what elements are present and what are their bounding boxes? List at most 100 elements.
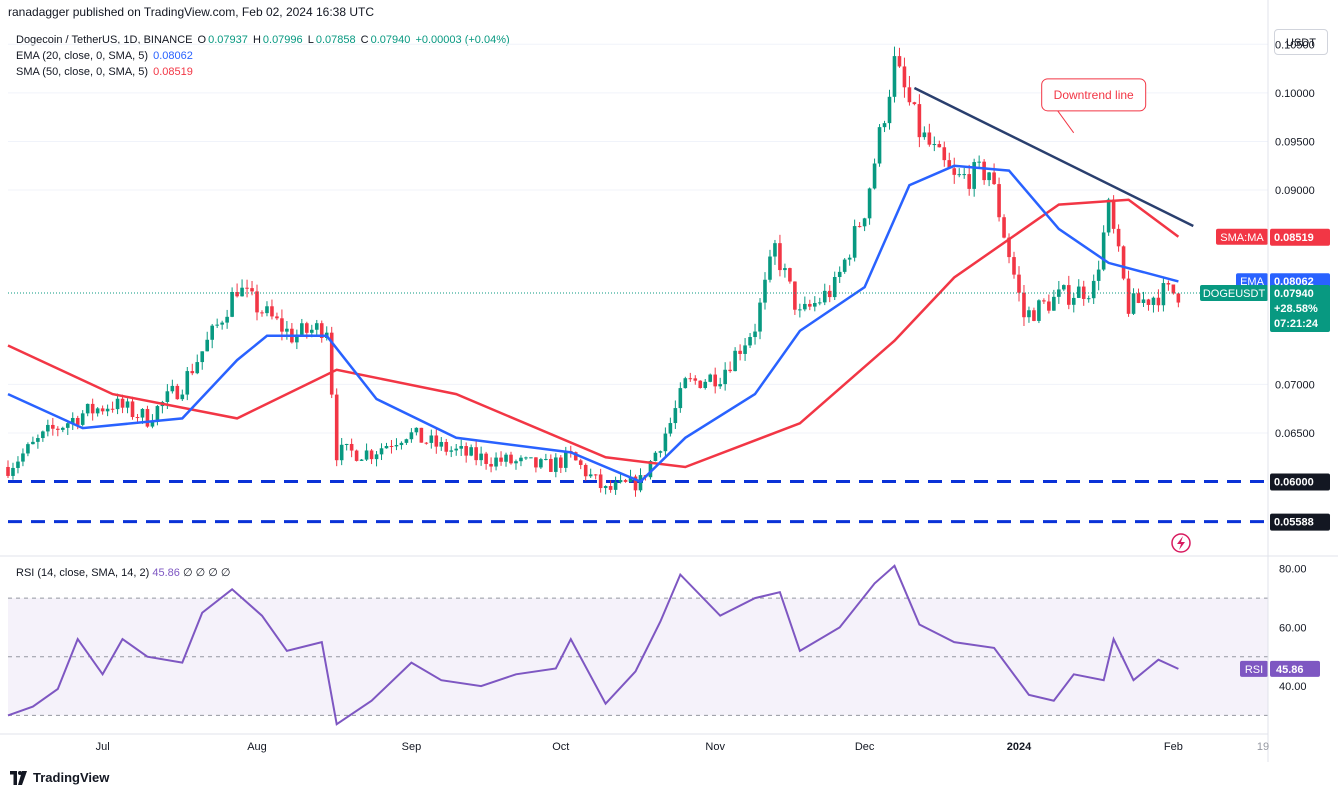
time-tick-label: 19 <box>1257 741 1269 753</box>
candle-body <box>812 303 817 307</box>
candle-body <box>618 480 623 483</box>
last-price-badge-text: 0.07940 <box>1274 288 1314 300</box>
support-level-badge-bg <box>1270 473 1330 491</box>
rsi-legend-suffix: ∅ ∅ ∅ ∅ <box>182 567 231 579</box>
candle-body <box>524 457 528 459</box>
candle-body <box>1096 269 1101 281</box>
candle-body <box>1032 310 1036 321</box>
candle-body <box>334 394 339 461</box>
currency-button[interactable]: USDT <box>1274 29 1328 55</box>
candle-body <box>329 332 334 395</box>
time-tick-label: Sep <box>402 741 422 753</box>
annotation-text: Downtrend line <box>1054 88 1134 102</box>
footer-brand[interactable]: TradingView <box>8 770 109 785</box>
candle-body <box>484 453 488 464</box>
candle-body <box>1076 286 1081 298</box>
candle-body <box>822 290 827 303</box>
rsi-legend[interactable]: RSI (14, close, SMA, 14, 2) 45.86 ∅ ∅ ∅ … <box>16 566 230 579</box>
candle-body <box>748 337 752 346</box>
candle-body <box>1131 293 1136 314</box>
candle-body <box>603 486 608 489</box>
candle-body <box>932 144 937 146</box>
candle-body <box>1121 246 1126 279</box>
candle-body <box>688 378 693 380</box>
candle-body <box>90 403 95 414</box>
candle-body <box>1101 232 1106 270</box>
lightning-icon[interactable] <box>1171 533 1191 553</box>
price-legend: Dogecoin / TetherUS, 1D, BINANCE O 0.0793… <box>16 32 512 80</box>
candle-body <box>982 161 986 181</box>
candle-body <box>1136 293 1141 303</box>
candle-body <box>16 461 20 468</box>
candle-body <box>175 385 180 400</box>
support-level-badge-text: 0.05588 <box>1274 517 1314 529</box>
candle-body <box>1156 297 1161 306</box>
candle-body <box>798 309 802 311</box>
candle-body <box>31 441 35 445</box>
candle-body <box>743 345 747 354</box>
candle-body <box>479 453 483 461</box>
candle-body <box>165 391 170 402</box>
time-axis[interactable]: Jul Aug Sep Oct Nov Dec 2024 Feb 19 <box>96 741 1270 753</box>
candle-body <box>255 291 259 313</box>
annotation-box <box>1041 78 1147 112</box>
candle-body <box>1012 257 1016 275</box>
downtrend-line[interactable] <box>913 86 1194 228</box>
time-tick-label: Jul <box>96 741 110 753</box>
candle-body <box>1042 300 1046 302</box>
candle-body <box>110 408 115 410</box>
rsi-band <box>8 598 1268 716</box>
sma-tag-bg <box>1216 228 1268 245</box>
candle-body <box>444 441 449 452</box>
rsi-axis[interactable]: 80.00 60.00 40.00 RSI 45.86 <box>1240 564 1320 693</box>
last-price-badge-bg <box>1270 285 1330 333</box>
candle-body <box>195 362 200 374</box>
time-tick-label: Oct <box>552 741 569 753</box>
candle-body <box>135 417 140 419</box>
candle-body <box>808 303 812 307</box>
candle-body <box>21 453 25 462</box>
ohlc-low: 0.07858 <box>315 34 356 46</box>
published-caption: ranadagger published on TradingView.com,… <box>8 5 375 19</box>
candle-body <box>1141 299 1146 303</box>
candle-body <box>319 323 324 338</box>
candle-body <box>344 443 349 445</box>
candle-body <box>1081 286 1086 299</box>
time-tick-label: 2024 <box>1007 741 1032 753</box>
candle-body <box>46 424 50 432</box>
rsi-tag-text: RSI <box>1245 664 1263 676</box>
candle-body <box>977 161 981 163</box>
candle-body <box>937 144 942 148</box>
candle-body <box>80 413 85 425</box>
price-axis[interactable]: 0.10500 0.10000 0.09500 0.09000 0.07000 0.065… <box>1275 39 1315 440</box>
symbol-title[interactable]: Dogecoin / TetherUS, 1D, BINANCE <box>16 34 193 46</box>
sma-legend-value: 0.08519 <box>153 66 193 78</box>
candle-body <box>733 350 737 372</box>
candle-body <box>922 132 927 138</box>
candle-body <box>832 276 837 298</box>
candle-body <box>549 458 553 472</box>
price-tick-label: 0.07000 <box>1275 379 1315 391</box>
candle-body <box>753 331 757 338</box>
candle-body <box>125 401 130 408</box>
candle-body <box>608 486 613 490</box>
candle-body <box>1091 280 1096 299</box>
ema-legend-row[interactable]: EMA (20, close, 0, SMA, 5) 0.08062 <box>16 48 512 64</box>
candle-body <box>155 406 160 422</box>
rsi-tick-label: 60.00 <box>1279 622 1307 634</box>
candle-body <box>1146 299 1151 305</box>
sma50-line <box>7 198 1180 469</box>
candle-body <box>658 451 663 453</box>
rsi-grid <box>8 597 1268 716</box>
sma-legend-row[interactable]: SMA (50, close, 0, SMA, 5) 0.08519 <box>16 64 512 80</box>
rsi-value-badge-text: 45.86 <box>1276 664 1304 676</box>
annotation-callout[interactable]: Downtrend line <box>1041 78 1147 112</box>
candle-body <box>613 482 618 490</box>
candle-body <box>708 374 713 382</box>
candle-body <box>837 271 842 277</box>
candle-body <box>145 408 150 427</box>
candle-body <box>414 427 419 433</box>
candle-body <box>882 123 887 128</box>
candle-body <box>354 450 359 461</box>
